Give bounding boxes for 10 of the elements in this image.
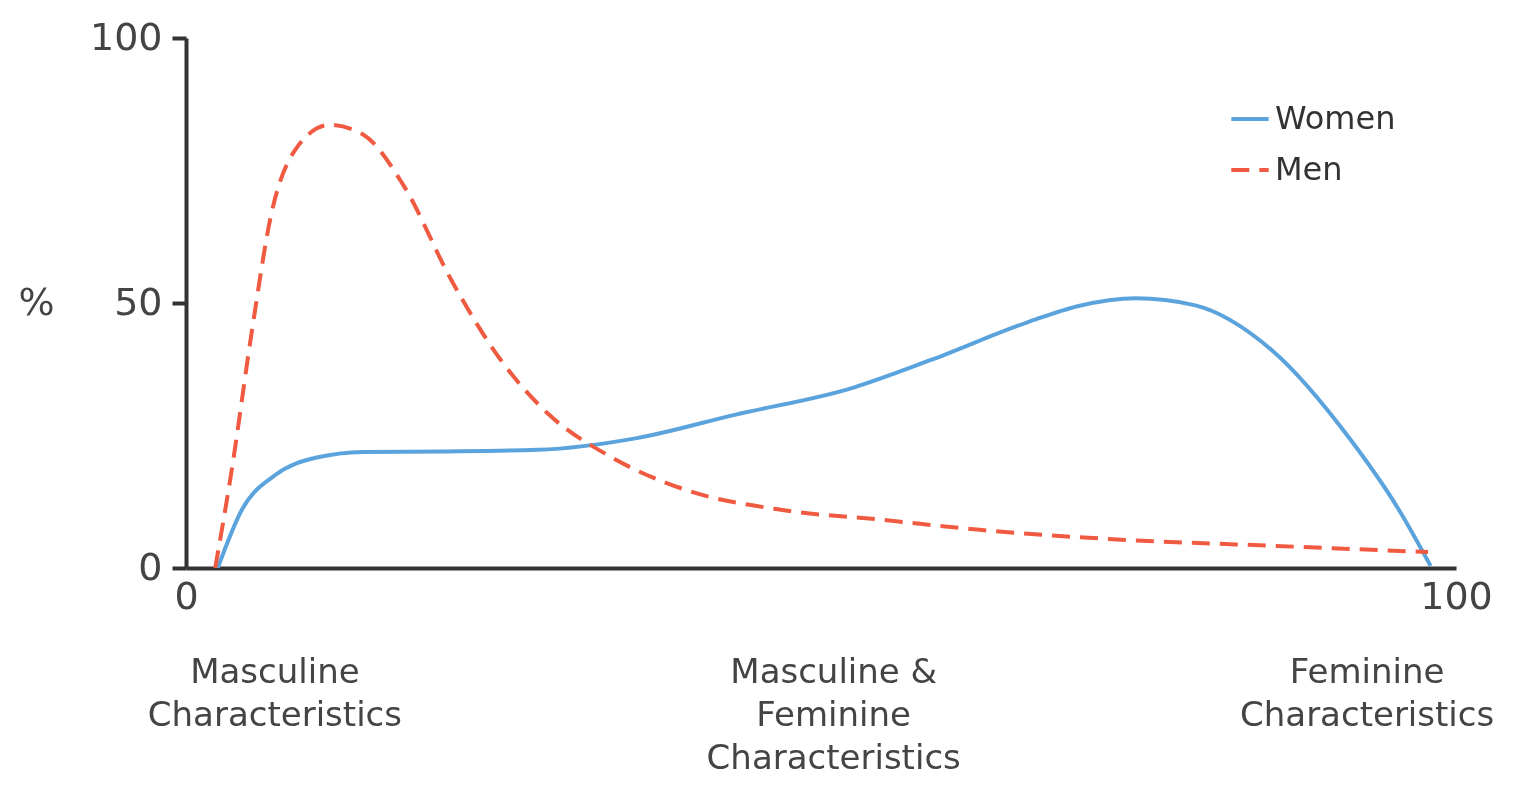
y-axis-title: % (18, 279, 55, 324)
legend-label: Women (1275, 99, 1396, 137)
text: Feminine Characteristics (1240, 651, 1495, 734)
y-tick-label: 50 (114, 279, 163, 324)
y-tick-label: 0 (138, 544, 163, 589)
text: Masculine Characteristics (147, 651, 402, 734)
legend-label: Men (1275, 150, 1343, 188)
line-series (215, 296, 1433, 568)
y-tick-label: 100 (89, 14, 163, 59)
text: Masculine & Feminine Characteristics (706, 651, 961, 777)
